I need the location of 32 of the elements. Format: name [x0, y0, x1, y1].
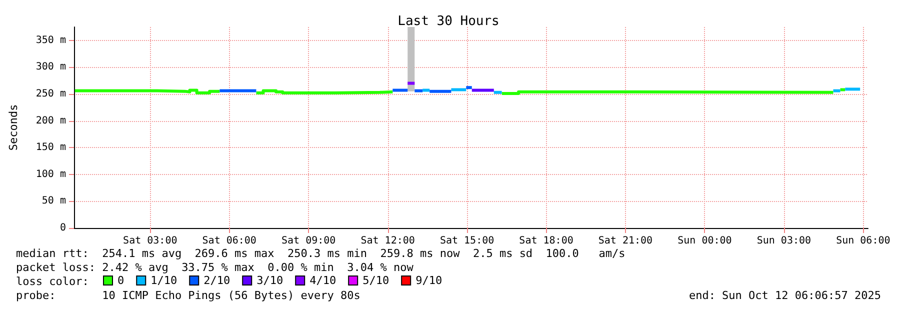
x-tick-label: Sat 15:00: [440, 236, 494, 246]
y-tick-label: 100 m: [36, 168, 66, 180]
x-tick-label: Sun 03:00: [756, 236, 812, 246]
x-tick-label: Sat 09:00: [281, 236, 336, 246]
x-tick-label: Sat 18:00: [519, 236, 574, 246]
y-tick-label: 350 m: [36, 34, 66, 46]
x-tick-label: Sat 12:00: [360, 236, 415, 246]
y-tick-label: 250 m: [36, 88, 66, 100]
x-tick-label: Sat 06:00: [202, 236, 256, 246]
y-tick-label: 0: [60, 222, 66, 234]
legend-label: 1/10: [150, 274, 178, 287]
text: end: Sun Oct 12 06:06:57 2025: [688, 289, 882, 302]
legend-label: 0: [118, 274, 124, 287]
y-tick-label: 150 m: [36, 142, 66, 154]
text: packet loss: 2.42 % avg 33.75 % max 0.00 % min 3.04 % now: [16, 261, 414, 274]
x-tick-label: Sun 06:00: [836, 236, 890, 246]
x-tick-label: Sat 03:00: [123, 236, 178, 246]
legend-label: 4/10: [310, 274, 336, 287]
x-tick-label: Sun 00:00: [678, 236, 732, 246]
legend-label: 9/10: [416, 274, 442, 287]
legend-label: 2/10: [204, 274, 230, 287]
y-tick-label: 50 m: [42, 196, 66, 207]
y-tick-label: 200 m: [36, 115, 66, 126]
text: median rtt: 254.1 ms avg 269.6 ms max 250.3 ms min 259.8 ms now 2.5 ms sd 100.0 am/s: [16, 247, 626, 260]
x-tick-label: Sat 21:00: [598, 236, 653, 246]
text: probe: 10 ICMP Echo Pings (56 Bytes) every 80s: [16, 289, 360, 302]
y-axis-title: Seconds: [7, 104, 20, 151]
legend-label: 3/10: [256, 274, 284, 287]
chart-title: Last 30 Hours: [398, 14, 500, 29]
legend-title: loss color:: [16, 275, 89, 288]
y-tick-label: 300 m: [36, 62, 66, 73]
legend-label: 5/10: [362, 274, 390, 287]
